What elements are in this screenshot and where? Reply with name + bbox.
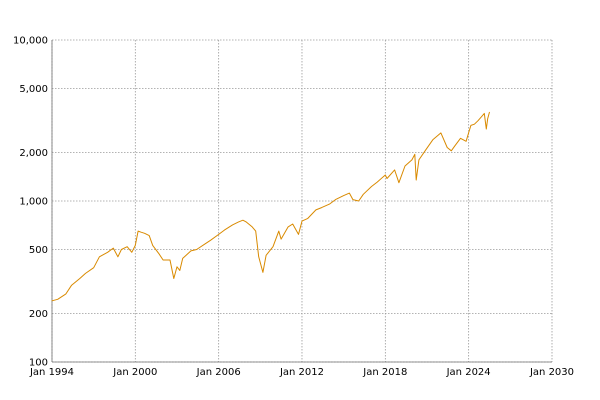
x-tick-label: Jan 2018 bbox=[362, 367, 407, 378]
y-tick-label: 500 bbox=[29, 245, 48, 256]
y-tick-label: 10,000 bbox=[13, 36, 48, 47]
y-axis-tick-labels: 100 200 500 1,000 2,000 5,000 10,000 bbox=[13, 36, 48, 369]
y-tick-label: 200 bbox=[29, 309, 48, 320]
x-tick-label: Jan 2024 bbox=[446, 367, 491, 378]
x-axis-tick-labels: Jan 1994 Jan 2000 Jan 2006 Jan 2012 Jan 2018… bbox=[29, 367, 574, 378]
y-tick-label: 100 bbox=[29, 358, 48, 369]
x-tick-label: Jan 2030 bbox=[529, 367, 574, 378]
y-tick-label: 2,000 bbox=[19, 148, 48, 159]
axes bbox=[51, 40, 552, 363]
x-tick-label: Jan 1994 bbox=[29, 367, 74, 378]
x-tick-label: Jan 2012 bbox=[279, 367, 324, 378]
x-tick-label: Jan 2000 bbox=[112, 367, 157, 378]
grid bbox=[51, 39, 553, 363]
x-tick-label: Jan 2006 bbox=[196, 367, 241, 378]
series-line bbox=[51, 111, 490, 302]
y-tick-label: 5,000 bbox=[19, 84, 48, 95]
y-tick-label: 1,000 bbox=[19, 197, 48, 208]
series-layer bbox=[51, 111, 490, 302]
